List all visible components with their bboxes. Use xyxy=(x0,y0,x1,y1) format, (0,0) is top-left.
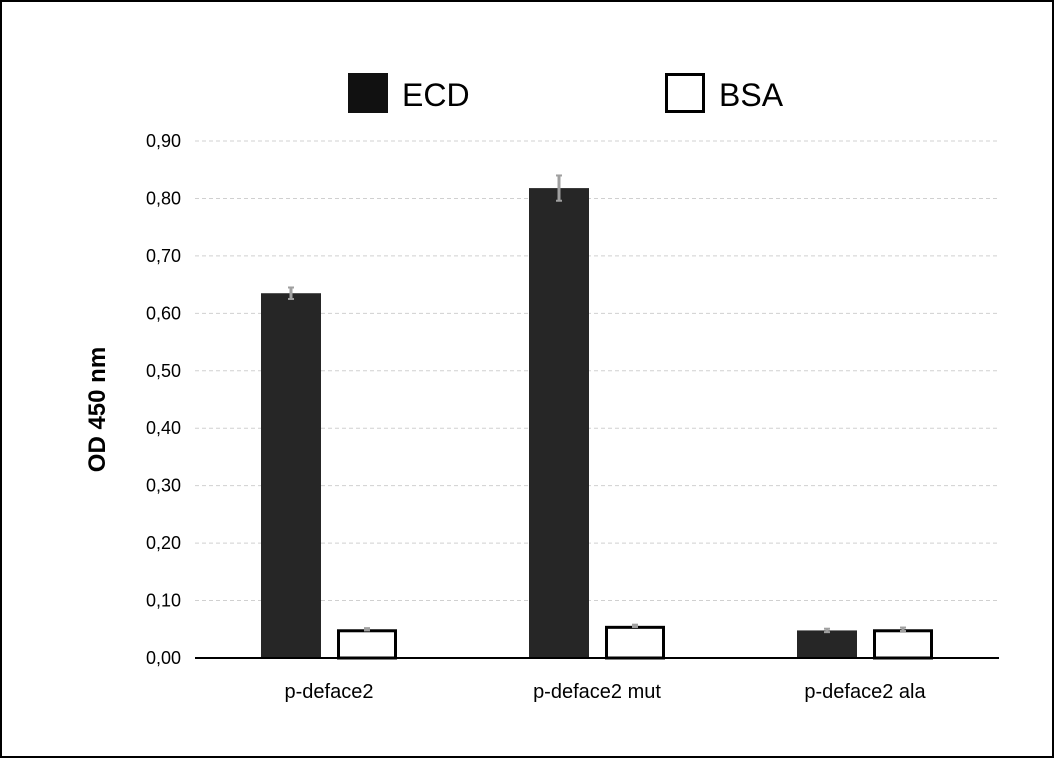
legend-swatch xyxy=(665,73,705,113)
y-tick-label: 0,20 xyxy=(146,533,181,553)
y-tick-label: 0,40 xyxy=(146,418,181,438)
error-bar-bsa-3 xyxy=(900,626,906,633)
gridlines xyxy=(195,140,999,602)
y-tick-label: 0,30 xyxy=(146,476,181,496)
y-tick-label: 0,90 xyxy=(146,131,181,151)
y-tick-label: 0,60 xyxy=(146,303,181,323)
error-bar-bsa-1 xyxy=(364,627,370,632)
x-category-label: p-deface2 mut xyxy=(533,681,661,703)
legend-item-bsa: BSA xyxy=(665,73,784,113)
bar-bsa-1 xyxy=(337,629,397,660)
error-bar-ecd-3 xyxy=(824,627,830,634)
legend: ECD BSA xyxy=(348,73,784,113)
error-bars xyxy=(288,174,906,634)
y-tick-label: 0,80 xyxy=(146,188,181,208)
x-axis-labels: p-deface2 p-deface2 mut p-deface2 ala xyxy=(285,681,927,703)
x-category-label: p-deface2 ala xyxy=(804,681,926,703)
y-tick-label: 0,50 xyxy=(146,361,181,381)
legend-label: ECD xyxy=(402,77,470,113)
bar-ecd-1 xyxy=(261,293,321,658)
bar-ecd-2 xyxy=(529,188,589,659)
bar-bsa-2 xyxy=(605,625,665,660)
y-tick-label: 0,00 xyxy=(146,648,181,668)
bars xyxy=(261,188,933,660)
bar-ecd-3 xyxy=(797,630,857,658)
x-category-label: p-deface2 xyxy=(285,681,374,703)
y-axis-ticks: 0,00 0,10 0,20 0,30 0,40 0,50 0,60 0,70 0,80 0,90 xyxy=(146,131,181,668)
legend-label: BSA xyxy=(719,77,784,113)
y-tick-label: 0,70 xyxy=(146,246,181,266)
error-bar-ecd-1 xyxy=(288,286,294,300)
y-axis-title: OD 450 nm xyxy=(84,347,111,472)
bar-bsa-3 xyxy=(873,629,933,660)
legend-item-ecd: ECD xyxy=(348,73,470,113)
y-tick-label: 0,10 xyxy=(146,591,181,611)
legend-swatch xyxy=(348,73,388,113)
error-bar-ecd-2 xyxy=(556,174,562,202)
error-bar-bsa-2 xyxy=(632,623,638,628)
